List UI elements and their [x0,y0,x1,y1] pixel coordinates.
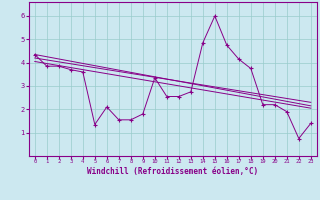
X-axis label: Windchill (Refroidissement éolien,°C): Windchill (Refroidissement éolien,°C) [87,167,258,176]
